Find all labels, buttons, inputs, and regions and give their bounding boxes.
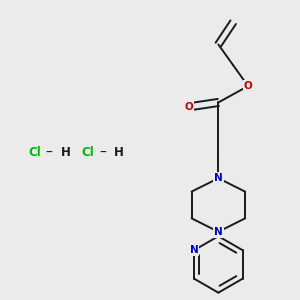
Text: O: O — [244, 81, 253, 91]
Text: H: H — [61, 146, 71, 160]
Text: N: N — [214, 173, 223, 183]
Text: Cl: Cl — [28, 146, 41, 160]
Text: H: H — [114, 146, 124, 160]
Text: O: O — [184, 102, 193, 112]
Text: N: N — [214, 227, 223, 237]
Text: –: – — [46, 146, 52, 160]
Text: Cl: Cl — [82, 146, 94, 160]
Text: –: – — [99, 146, 106, 160]
Text: N: N — [190, 245, 198, 255]
